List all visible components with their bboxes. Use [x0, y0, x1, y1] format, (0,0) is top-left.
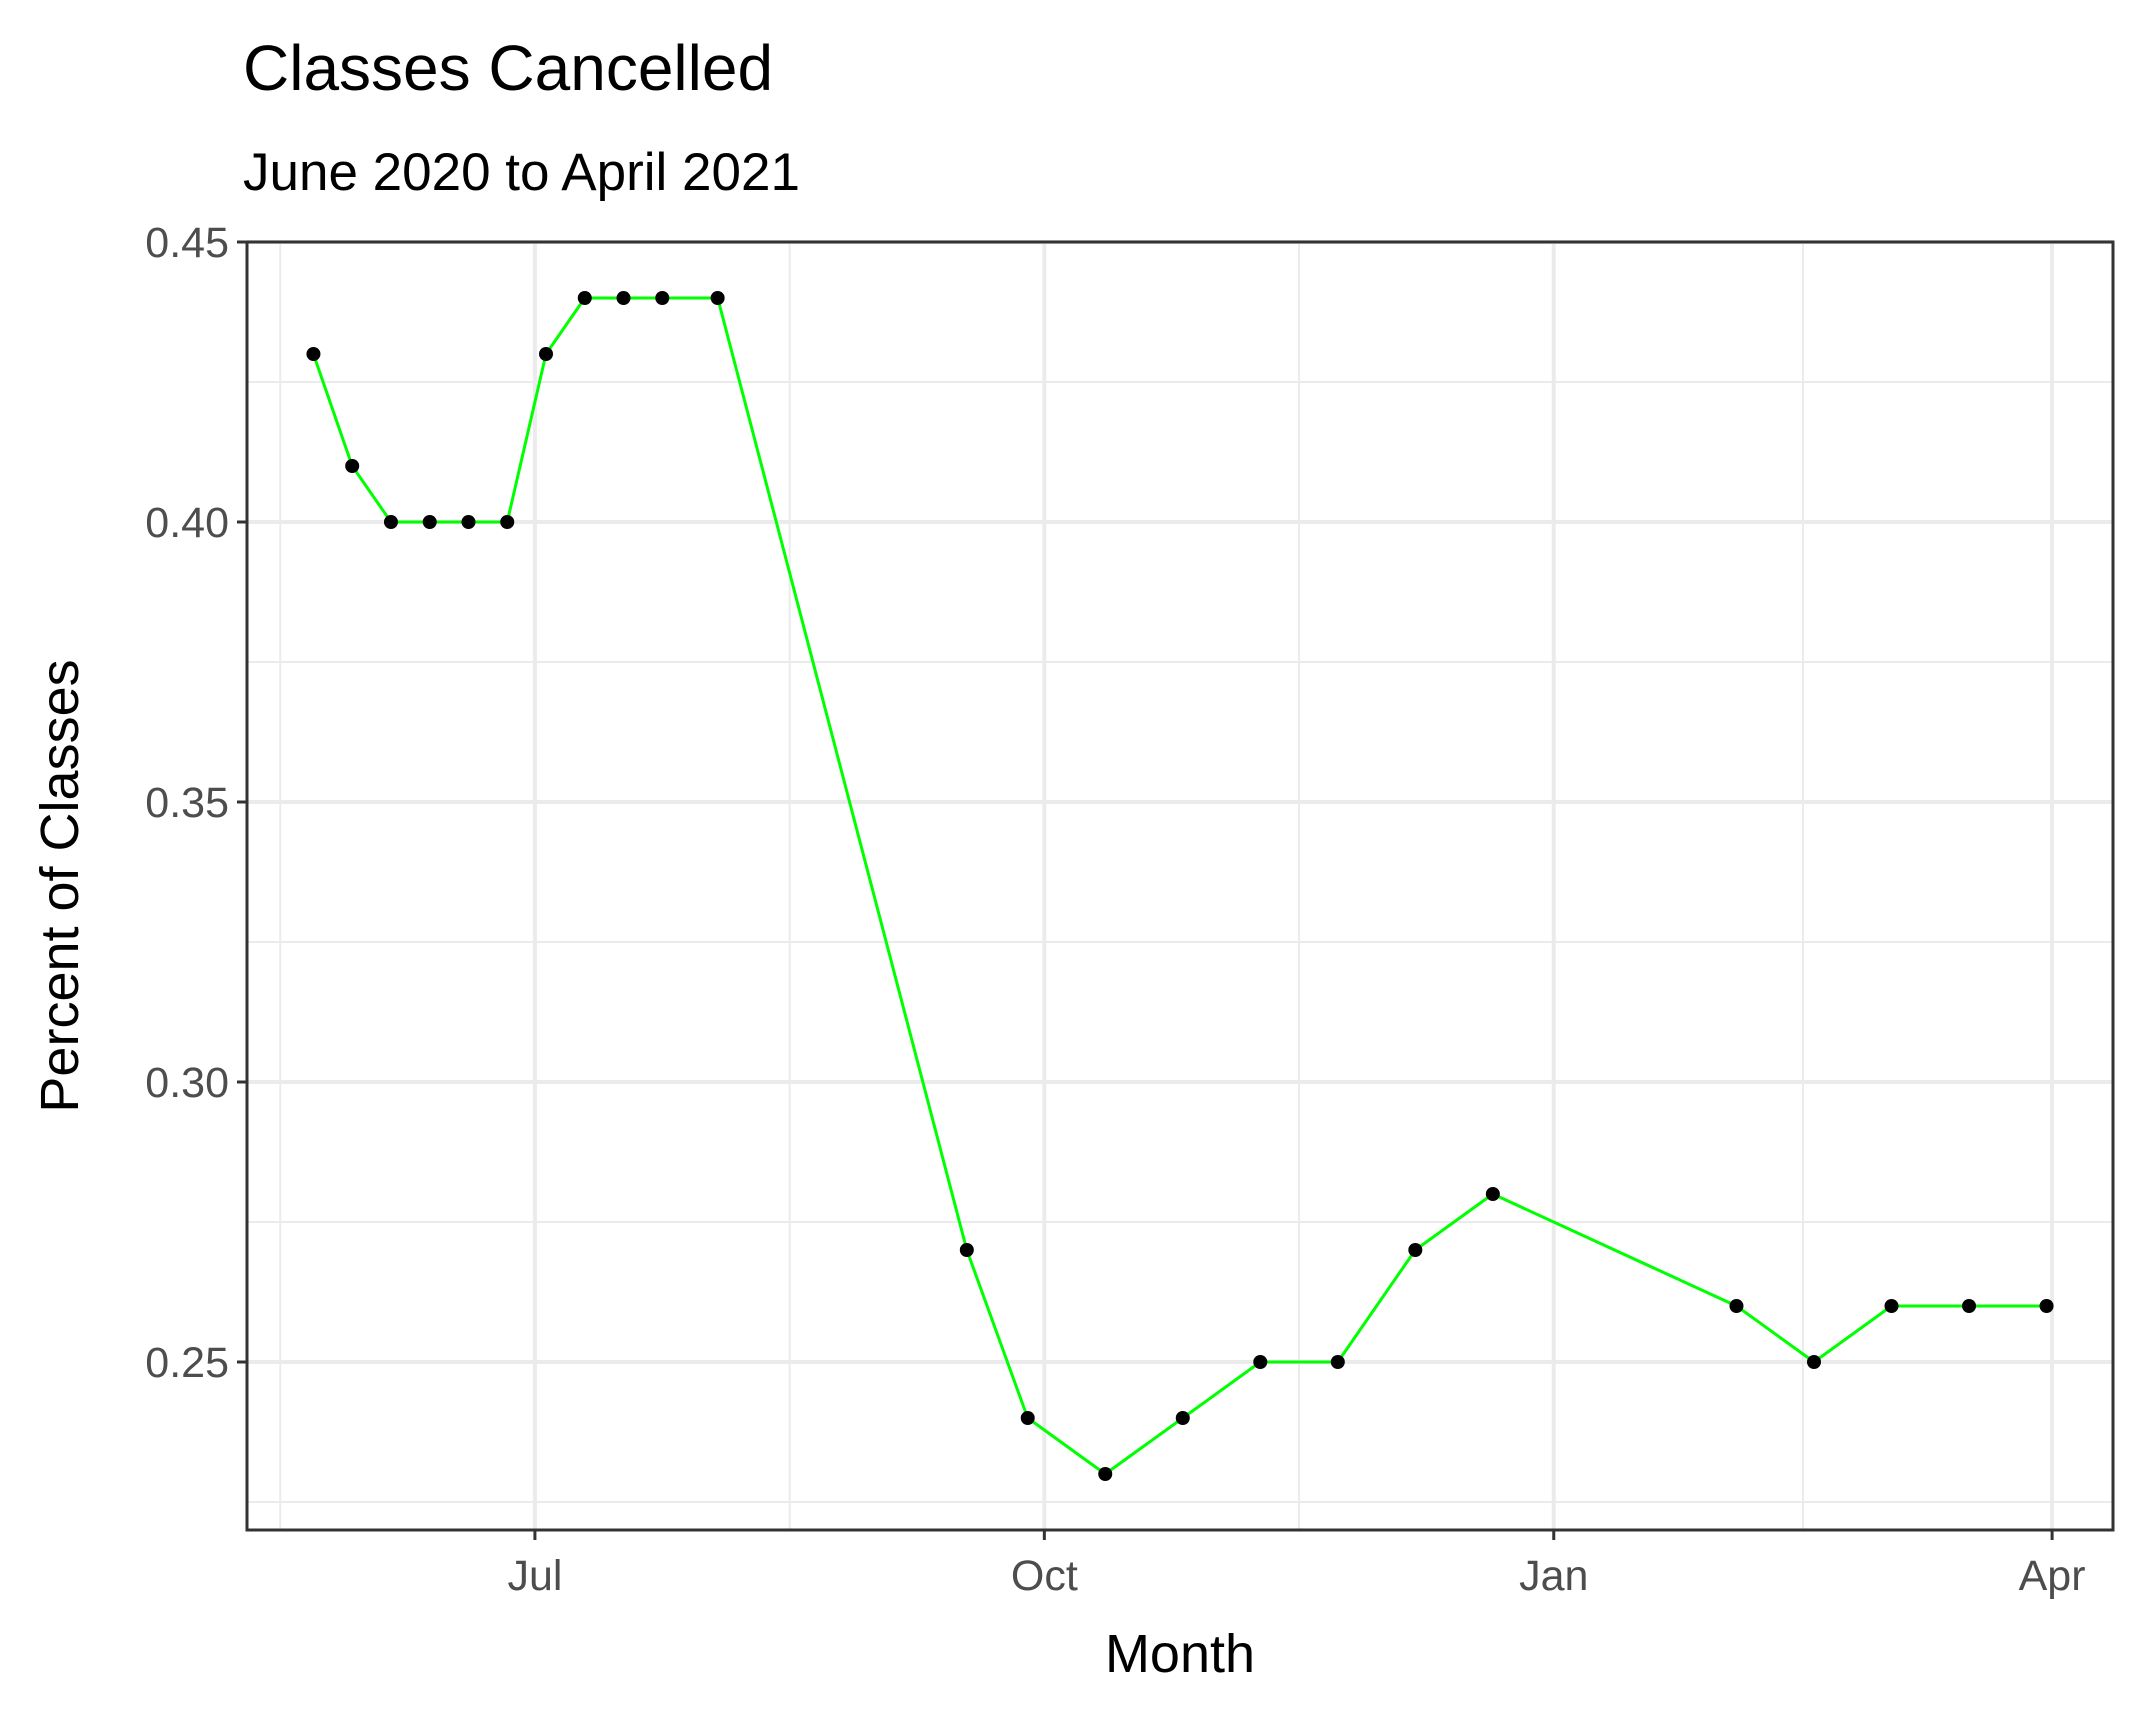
- x-axis: Jul Oct Jan Apr: [507, 1530, 2086, 1600]
- y-axis-title: Percent of Classes: [30, 659, 90, 1112]
- data-point: [1020, 1411, 1035, 1425]
- x-tick-label: Jan: [1519, 1552, 1588, 1600]
- data-point: [959, 1243, 974, 1257]
- plot-panel-border: [245, 240, 2115, 1532]
- data-point: [383, 515, 398, 529]
- data-point: [616, 291, 631, 305]
- data-point: [1485, 1187, 1500, 1201]
- data-point: [1806, 1355, 1821, 1369]
- data-point: [1729, 1299, 1744, 1313]
- data-point: [500, 515, 515, 529]
- x-tick-label: Oct: [1011, 1552, 1078, 1600]
- minor-gridlines: [247, 242, 2113, 1530]
- data-point: [1330, 1355, 1345, 1369]
- y-tick-label: 0.35: [145, 779, 229, 827]
- x-axis-title: Month: [1105, 1624, 1255, 1684]
- data-point: [461, 515, 476, 529]
- x-tick-label: Apr: [2019, 1552, 2086, 1600]
- x-tick-label: Jul: [507, 1552, 562, 1600]
- chart-subtitle: June 2020 to April 2021: [243, 143, 800, 202]
- data-point: [2039, 1299, 2054, 1313]
- y-tick-label: 0.25: [145, 1339, 229, 1387]
- data-point: [655, 291, 670, 305]
- data-point: [577, 291, 592, 305]
- y-tick-label: 0.45: [145, 219, 229, 267]
- y-axis: 0.25 0.30 0.35 0.40 0.45: [145, 219, 247, 1387]
- data-point: [1884, 1299, 1899, 1313]
- data-point: [710, 291, 725, 305]
- data-point: [1175, 1411, 1190, 1425]
- data-point: [422, 515, 437, 529]
- data-point: [539, 347, 554, 361]
- data-point: [1098, 1467, 1113, 1481]
- data-layer: [306, 291, 2054, 1481]
- data-point: [345, 459, 360, 473]
- data-point: [1408, 1243, 1423, 1257]
- y-tick-label: 0.30: [145, 1059, 229, 1107]
- chart-title: Classes Cancelled: [243, 32, 773, 104]
- data-point: [1962, 1299, 1977, 1313]
- data-point: [306, 347, 321, 361]
- data-point: [1253, 1355, 1268, 1369]
- y-tick-label: 0.40: [145, 499, 229, 547]
